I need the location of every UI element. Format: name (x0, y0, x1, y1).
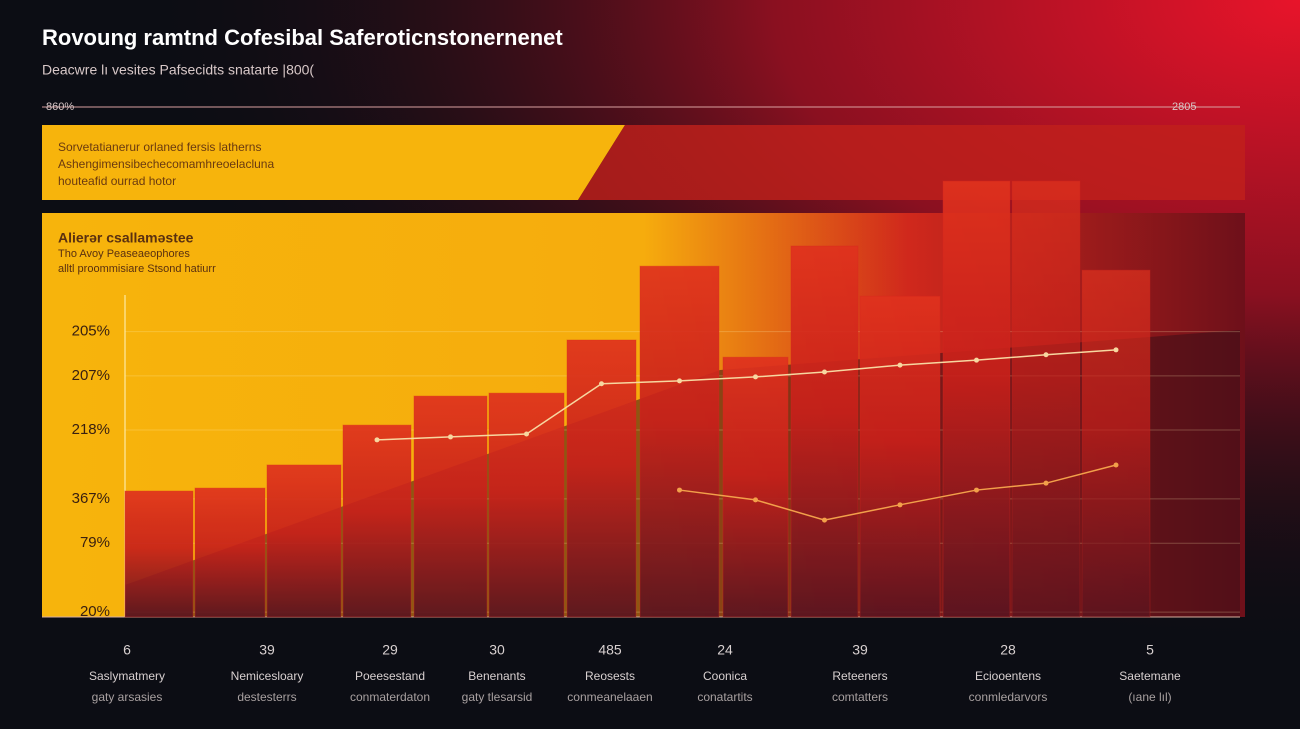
line-point (974, 357, 979, 363)
bar (342, 424, 412, 618)
group-number: 485 (598, 642, 622, 658)
group-number: 28 (1000, 642, 1016, 658)
group-name: Nemicesloary (231, 669, 304, 683)
y-tick-label: 218% (72, 421, 110, 438)
group-sub: conmeanelaaen (567, 690, 652, 704)
line-point (1113, 462, 1119, 468)
bar (722, 356, 789, 618)
bar (266, 464, 342, 618)
group-number: 29 (382, 642, 398, 658)
group-sub: gaty arsasies (92, 690, 163, 704)
y-tick-label: 205% (72, 323, 110, 340)
bar (413, 395, 488, 618)
group-sub: (ıane lıl) (1128, 690, 1171, 704)
line-point (677, 487, 682, 493)
group-name: Reteeners (832, 669, 887, 683)
group-name: Coonica (703, 669, 747, 683)
y-tick-label: 367% (72, 490, 110, 507)
chart-subtitle: Deacwre lı vesites Pafsecidts snatarte |… (42, 62, 314, 78)
line-point (1113, 347, 1119, 353)
group-sub: conmaterdaton (350, 690, 430, 704)
group-sub: comtatters (832, 690, 888, 704)
group-sub: destesterrs (237, 690, 296, 704)
bar (790, 245, 859, 618)
bar (639, 265, 720, 618)
top-panel-red (578, 125, 1245, 200)
line-point (822, 369, 827, 375)
bar (859, 295, 941, 618)
panel-text: Ashengimensibechecomamhreoelacluna (58, 157, 274, 171)
panel-text: Sorvetatianerur orlaned fersis latherns (58, 140, 261, 154)
line-point (524, 431, 529, 437)
chart-title: Rovoung ramtnd Cofesibal Saferoticnstone… (42, 25, 563, 50)
corner-label: 860% (46, 101, 74, 113)
bar (1081, 269, 1151, 618)
bar (566, 339, 637, 618)
panel-text: houteafid ourrad hotor (58, 174, 176, 188)
bar (1011, 180, 1081, 618)
line-point (897, 362, 903, 368)
panel-text: Alierər csallaməstee (58, 230, 194, 246)
group-number: 39 (259, 642, 275, 658)
line-point (753, 497, 758, 503)
group-name: Poeesestand (355, 669, 425, 683)
line-point (974, 487, 979, 493)
corner-label: 2805 (1172, 101, 1196, 113)
group-number: 30 (489, 642, 505, 658)
panel-text: alltl proommisiare Stsond hatiurr (58, 263, 216, 275)
line-point (1043, 352, 1049, 358)
group-name: Eciooentens (975, 669, 1041, 683)
bar (942, 180, 1011, 618)
line-point (677, 378, 682, 384)
group-number: 39 (852, 642, 868, 658)
group-name: Saslymatmery (89, 669, 165, 683)
group-sub: conatartits (697, 690, 752, 704)
line-point (1043, 480, 1049, 486)
y-tick-label: 20% (80, 603, 110, 620)
group-name: Saetemane (1119, 669, 1181, 683)
panel-text: Tho Avoy Peaseaeophores (58, 248, 190, 260)
group-name: Reosests (585, 669, 635, 683)
bar (488, 392, 565, 618)
group-number: 24 (717, 642, 733, 658)
group-number: 5 (1146, 642, 1154, 658)
line-point (897, 502, 903, 508)
y-tick-label: 79% (80, 534, 110, 551)
group-name: Benenants (468, 669, 525, 683)
group-sub: gaty tlesarsid (462, 690, 533, 704)
group-sub: conmledarvors (969, 690, 1048, 704)
top-panel (42, 125, 625, 200)
bar (124, 490, 194, 618)
line-point (374, 437, 380, 443)
y-tick-label: 207% (72, 367, 110, 384)
line-point (599, 381, 604, 387)
line-point (448, 434, 453, 440)
line-point (753, 374, 758, 380)
bar (194, 487, 266, 618)
line-point (822, 517, 827, 523)
group-number: 6 (123, 642, 131, 658)
